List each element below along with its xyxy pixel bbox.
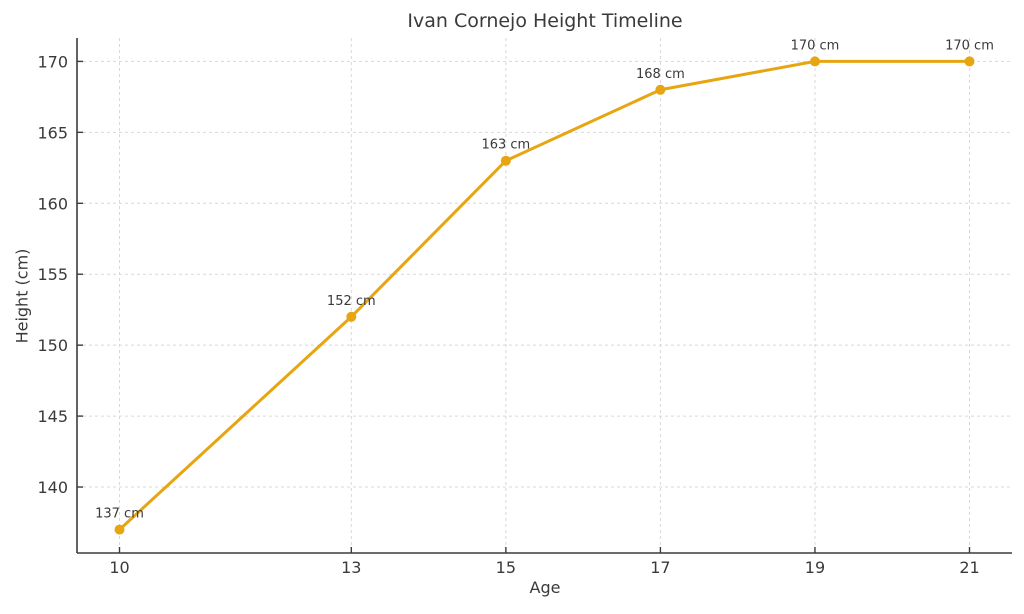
x-tick-label: 17 xyxy=(650,558,670,577)
x-axis-label: Age xyxy=(529,578,561,597)
data-point-marker xyxy=(809,56,820,67)
y-tick-label: 170 xyxy=(37,52,68,71)
data-point-label: 170 cm xyxy=(945,38,994,53)
y-tick-label: 155 xyxy=(37,265,68,284)
x-tick-label: 19 xyxy=(805,558,825,577)
data-point-label: 137 cm xyxy=(95,507,144,522)
data-point-label: 163 cm xyxy=(481,138,530,153)
x-tick-label: 10 xyxy=(109,558,129,577)
data-point-label: 152 cm xyxy=(327,294,376,309)
y-tick-label: 140 xyxy=(37,478,68,497)
height-line xyxy=(118,59,971,532)
y-tick-label: 145 xyxy=(37,407,68,426)
data-point-marker xyxy=(500,155,511,166)
data-point-marker xyxy=(114,524,125,535)
chart-title: Ivan Cornejo Height Timeline xyxy=(407,10,683,32)
data-point-marker xyxy=(346,311,357,322)
y-tick-label: 165 xyxy=(37,123,68,142)
data-point-marker xyxy=(964,56,975,67)
x-tick-label: 13 xyxy=(341,558,361,577)
data-point-label: 170 cm xyxy=(791,38,840,53)
x-tick-label: 21 xyxy=(959,558,979,577)
data-point-label: 168 cm xyxy=(636,67,685,82)
y-tick-label: 160 xyxy=(37,194,68,213)
y-axis-label: Height (cm) xyxy=(12,248,32,344)
y-tick-label: 150 xyxy=(37,336,68,355)
x-tick-label: 15 xyxy=(496,558,516,577)
data-point-marker xyxy=(655,84,666,95)
